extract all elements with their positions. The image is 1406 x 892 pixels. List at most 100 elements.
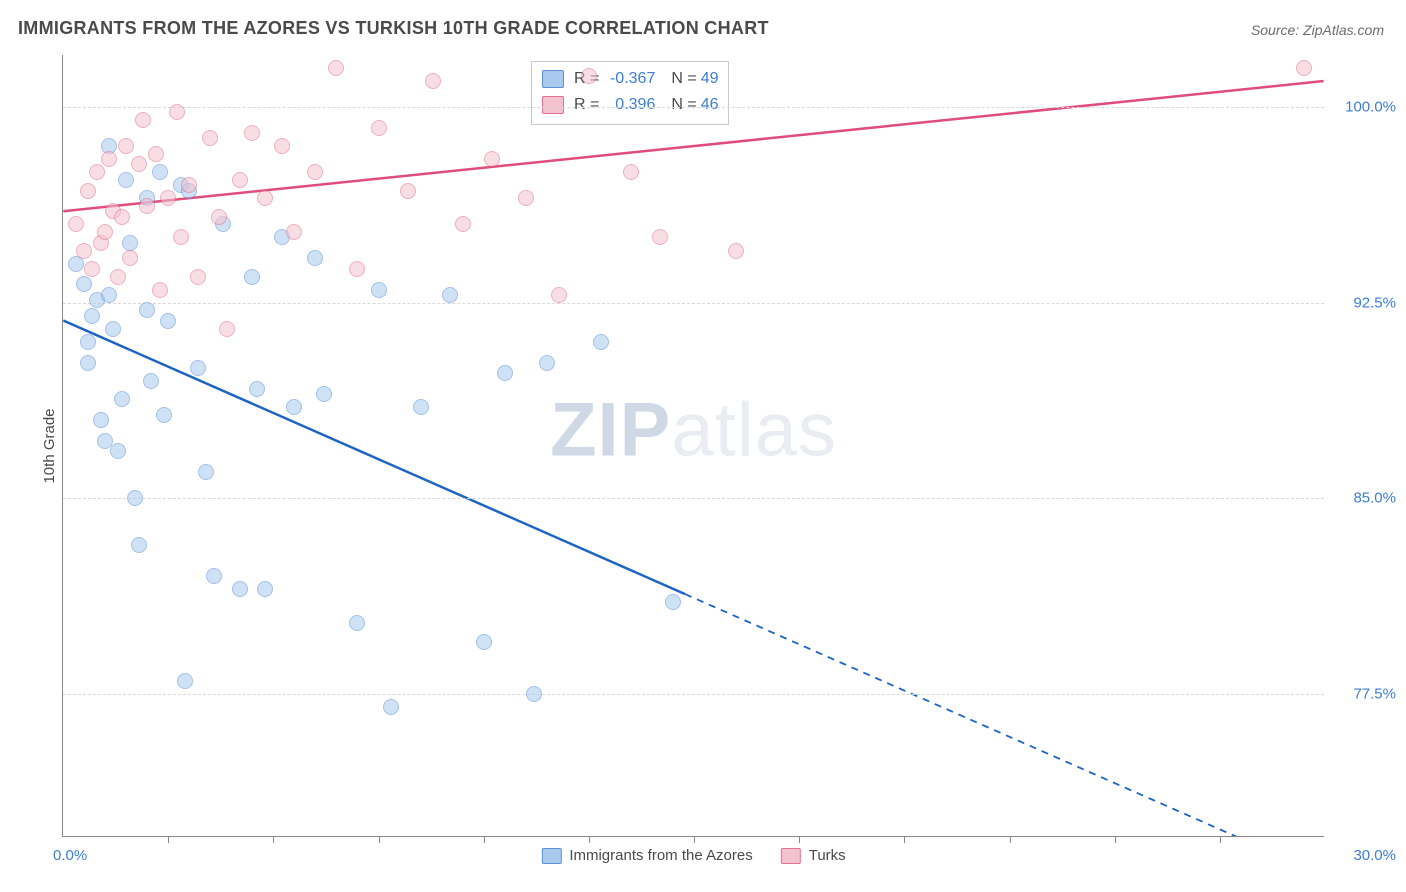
legend-label: Turks — [809, 847, 846, 864]
stats-legend-row: R =-0.367N =49 — [542, 66, 718, 92]
scatter-point — [131, 156, 147, 172]
x-tick — [1220, 836, 1221, 843]
watermark: ZIPatlas — [550, 386, 837, 473]
gridline — [63, 694, 1324, 695]
scatter-point — [122, 235, 138, 251]
scatter-point — [122, 250, 138, 266]
scatter-point — [131, 537, 147, 553]
scatter-point — [80, 334, 96, 350]
scatter-point — [202, 130, 218, 146]
plot-area: ZIPatlas R =-0.367N =49R =0.396N =46 0.0… — [62, 55, 1324, 837]
scatter-point — [101, 151, 117, 167]
regression-lines — [63, 55, 1324, 836]
scatter-point — [383, 699, 399, 715]
scatter-point — [190, 360, 206, 376]
scatter-point — [143, 373, 159, 389]
scatter-point — [425, 73, 441, 89]
scatter-point — [518, 190, 534, 206]
scatter-point — [219, 321, 235, 337]
scatter-point — [169, 104, 185, 120]
legend-swatch — [781, 848, 801, 864]
chart-title: IMMIGRANTS FROM THE AZORES VS TURKISH 10… — [18, 18, 769, 39]
x-tick — [1115, 836, 1116, 843]
scatter-point — [84, 308, 100, 324]
source-label: Source: ZipAtlas.com — [1251, 22, 1384, 38]
scatter-point — [286, 399, 302, 415]
scatter-point — [249, 381, 265, 397]
scatter-point — [232, 581, 248, 597]
scatter-point — [127, 490, 143, 506]
scatter-point — [160, 190, 176, 206]
series-legend-item: Turks — [781, 847, 846, 864]
series-legend-item: Immigrants from the Azores — [541, 847, 752, 864]
scatter-point — [442, 287, 458, 303]
scatter-point — [139, 198, 155, 214]
legend-text: R =0.396N =46 — [572, 96, 718, 114]
scatter-point — [118, 172, 134, 188]
scatter-point — [316, 386, 332, 402]
x-tick — [484, 836, 485, 843]
scatter-point — [211, 209, 227, 225]
scatter-point — [97, 224, 113, 240]
scatter-point — [665, 594, 681, 610]
scatter-point — [156, 407, 172, 423]
scatter-point — [114, 391, 130, 407]
scatter-point — [84, 261, 100, 277]
y-axis-label: 10th Grade — [41, 408, 58, 483]
scatter-point — [110, 269, 126, 285]
scatter-point — [623, 164, 639, 180]
x-tick — [379, 836, 380, 843]
legend-swatch — [542, 96, 564, 114]
gridline — [63, 303, 1324, 304]
x-tick — [168, 836, 169, 843]
scatter-point — [349, 261, 365, 277]
x-tick — [799, 836, 800, 843]
scatter-point — [148, 146, 164, 162]
scatter-point — [76, 243, 92, 259]
scatter-point — [257, 190, 273, 206]
scatter-point — [484, 151, 500, 167]
scatter-point — [455, 216, 471, 232]
scatter-point — [198, 464, 214, 480]
scatter-point — [177, 673, 193, 689]
scatter-point — [328, 60, 344, 76]
scatter-point — [118, 138, 134, 154]
scatter-point — [68, 216, 84, 232]
scatter-point — [581, 68, 597, 84]
y-tick-label: 77.5% — [1332, 685, 1396, 702]
y-tick-label: 92.5% — [1332, 294, 1396, 311]
scatter-point — [400, 183, 416, 199]
scatter-point — [139, 302, 155, 318]
scatter-point — [1296, 60, 1312, 76]
scatter-point — [371, 282, 387, 298]
scatter-point — [244, 125, 260, 141]
scatter-point — [93, 412, 109, 428]
chart-container: IMMIGRANTS FROM THE AZORES VS TURKISH 10… — [0, 0, 1406, 892]
gridline — [63, 498, 1324, 499]
scatter-point — [135, 112, 151, 128]
legend-label: Immigrants from the Azores — [569, 847, 752, 864]
scatter-point — [349, 615, 365, 631]
scatter-point — [539, 355, 555, 371]
scatter-point — [80, 355, 96, 371]
scatter-point — [371, 120, 387, 136]
scatter-point — [190, 269, 206, 285]
scatter-point — [476, 634, 492, 650]
scatter-point — [152, 282, 168, 298]
scatter-point — [101, 287, 117, 303]
scatter-point — [257, 581, 273, 597]
scatter-point — [307, 164, 323, 180]
scatter-point — [652, 229, 668, 245]
scatter-point — [307, 250, 323, 266]
x-tick — [904, 836, 905, 843]
scatter-point — [89, 164, 105, 180]
y-tick-label: 85.0% — [1332, 490, 1396, 507]
scatter-point — [593, 334, 609, 350]
x-tick — [589, 836, 590, 843]
legend-swatch — [541, 848, 561, 864]
x-tick — [273, 836, 274, 843]
x-axis-max-label: 30.0% — [1332, 847, 1396, 864]
scatter-point — [286, 224, 302, 240]
scatter-point — [114, 209, 130, 225]
scatter-point — [274, 138, 290, 154]
